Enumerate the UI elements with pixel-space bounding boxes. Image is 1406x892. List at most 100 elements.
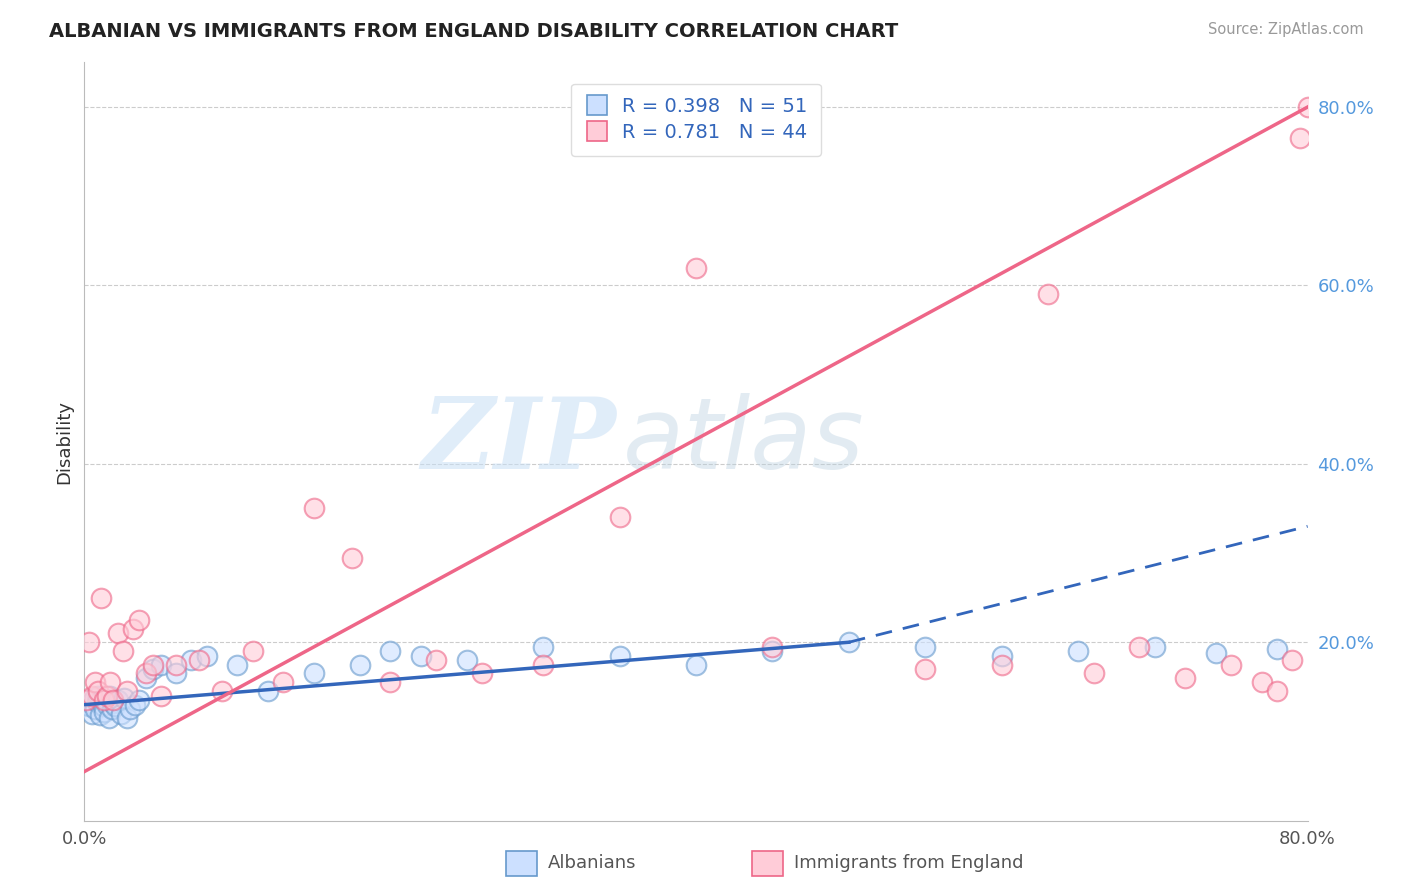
Point xyxy=(77,635,100,649)
Point xyxy=(531,657,554,672)
Point xyxy=(75,693,97,707)
Point xyxy=(609,648,631,663)
Point xyxy=(80,706,103,721)
Point xyxy=(1174,671,1197,685)
Point xyxy=(425,653,447,667)
Point xyxy=(86,695,108,709)
Point xyxy=(98,675,121,690)
Point xyxy=(188,653,211,667)
Point xyxy=(302,666,325,681)
Point xyxy=(101,702,124,716)
Point xyxy=(271,675,294,690)
Point xyxy=(685,657,707,672)
Point xyxy=(110,706,132,721)
Point xyxy=(97,711,120,725)
Point xyxy=(838,635,860,649)
Point xyxy=(84,702,107,716)
Point xyxy=(531,640,554,654)
Legend: R = 0.398   N = 51, R = 0.781   N = 44: R = 0.398 N = 51, R = 0.781 N = 44 xyxy=(571,84,821,155)
Point xyxy=(1281,653,1303,667)
Point xyxy=(761,640,783,654)
Point xyxy=(77,699,100,714)
Point xyxy=(91,699,114,714)
Point xyxy=(761,644,783,658)
Point xyxy=(94,692,117,706)
Point xyxy=(90,693,112,707)
Point xyxy=(120,702,142,716)
Point xyxy=(1067,644,1090,658)
Point xyxy=(103,696,125,710)
Point xyxy=(122,622,145,636)
Point xyxy=(111,644,134,658)
Point xyxy=(257,684,280,698)
Point xyxy=(103,693,125,707)
Point xyxy=(107,626,129,640)
Point xyxy=(93,693,115,707)
Point xyxy=(165,657,187,672)
Point xyxy=(195,648,218,663)
Point xyxy=(135,666,157,681)
Point xyxy=(165,666,187,681)
Point xyxy=(609,510,631,524)
Y-axis label: Disability: Disability xyxy=(55,400,73,483)
Point xyxy=(242,644,264,658)
Text: atlas: atlas xyxy=(623,393,865,490)
Point xyxy=(115,684,138,698)
Point xyxy=(380,644,402,658)
Point xyxy=(380,675,402,690)
Point xyxy=(124,698,146,712)
Point xyxy=(1143,640,1166,654)
Point xyxy=(349,657,371,672)
Text: ZIP: ZIP xyxy=(422,393,616,490)
Point xyxy=(80,689,103,703)
Point xyxy=(96,698,118,712)
Point xyxy=(128,693,150,707)
Point xyxy=(87,684,110,698)
Point xyxy=(149,657,172,672)
Text: Source: ZipAtlas.com: Source: ZipAtlas.com xyxy=(1208,22,1364,37)
Point xyxy=(991,657,1014,672)
Point xyxy=(83,690,105,705)
Point xyxy=(1265,642,1288,657)
Point xyxy=(1250,675,1272,690)
Point xyxy=(87,689,110,703)
Point xyxy=(1220,657,1243,672)
Point xyxy=(98,689,121,703)
Point xyxy=(1289,131,1312,145)
Point xyxy=(135,671,157,685)
Point xyxy=(471,666,494,681)
Text: Albanians: Albanians xyxy=(548,855,637,872)
Text: ALBANIAN VS IMMIGRANTS FROM ENGLAND DISABILITY CORRELATION CHART: ALBANIAN VS IMMIGRANTS FROM ENGLAND DISA… xyxy=(49,22,898,41)
Point xyxy=(1128,640,1150,654)
Point xyxy=(1296,100,1319,114)
Point xyxy=(914,662,936,676)
Point xyxy=(104,699,127,714)
Point xyxy=(991,648,1014,663)
Point xyxy=(79,696,101,710)
Point xyxy=(112,690,135,705)
Point xyxy=(409,648,432,663)
Point xyxy=(149,689,172,703)
Point xyxy=(115,711,138,725)
Point xyxy=(340,550,363,565)
Point xyxy=(142,657,165,672)
Point xyxy=(1036,287,1059,301)
Point xyxy=(75,698,97,712)
Point xyxy=(142,662,165,676)
Point xyxy=(84,675,107,690)
Point xyxy=(180,653,202,667)
Point xyxy=(128,613,150,627)
Point xyxy=(914,640,936,654)
Point xyxy=(685,260,707,275)
Point xyxy=(96,689,118,703)
Point xyxy=(76,693,98,707)
Point xyxy=(89,708,111,723)
Point xyxy=(302,501,325,516)
Point xyxy=(90,591,112,605)
Point xyxy=(1265,684,1288,698)
Point xyxy=(1083,666,1105,681)
Point xyxy=(1205,646,1227,660)
Point xyxy=(107,693,129,707)
Point xyxy=(226,657,249,672)
Point xyxy=(456,653,478,667)
